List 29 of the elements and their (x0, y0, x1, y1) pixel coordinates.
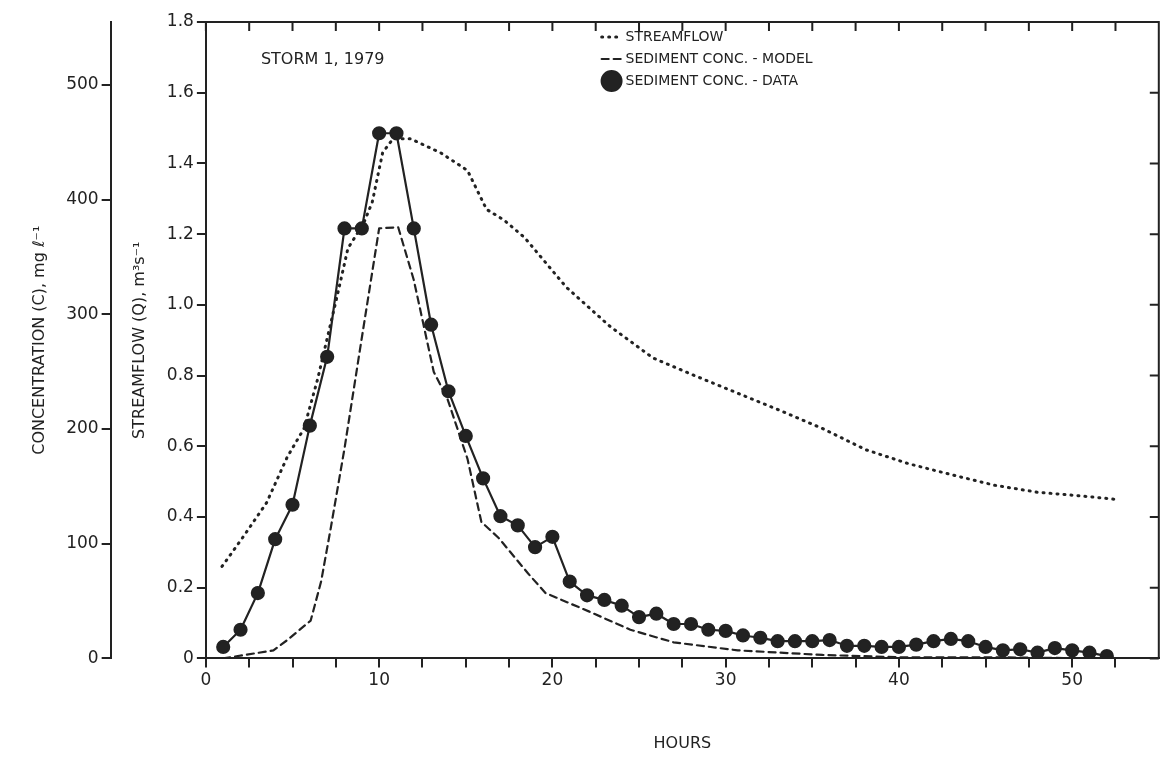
y-tick-label: 0.8 (166, 363, 194, 384)
y-tick-label: 0.4 (166, 505, 194, 526)
y2-tick-label: 0 (87, 646, 99, 667)
x-tick-label: 40 (888, 669, 910, 690)
x-axis-title: HOURS (653, 732, 712, 752)
y-tick-label: 1.4 (166, 151, 194, 172)
legend-label: SEDIMENT CONC. - MODEL (625, 49, 813, 66)
y2-tick-label: 200 (66, 417, 99, 438)
y2-tick-label: 500 (66, 73, 99, 94)
legend-label: SEDIMENT CONC. - DATA (625, 71, 799, 88)
x-tick-label: 0 (200, 669, 212, 690)
y2-tick-label: 300 (66, 302, 99, 323)
x-tick-label: 50 (1061, 669, 1083, 690)
y-tick-label: 1.8 (166, 10, 194, 31)
legend-label: STREAMFLOW (625, 27, 724, 44)
y-tick-label: 0.2 (166, 576, 194, 597)
x-tick-label: 30 (714, 669, 737, 690)
y-tick-label: 1.6 (166, 81, 194, 102)
x-tick-label: 20 (541, 669, 564, 690)
y-axis-title: STREAMFLOW (Q), m³s⁻¹ (129, 241, 149, 439)
y-tick-label: 0 (183, 646, 194, 667)
y2-tick-label: 100 (66, 532, 99, 553)
x-tick-label: 10 (368, 669, 390, 690)
y2-tick-label: 400 (66, 188, 99, 209)
y2-axis-title: CONCENTRATION (C), mg ℓ⁻¹ (28, 225, 48, 455)
y-tick-label: 1.0 (166, 293, 194, 314)
y-tick-label: 1.2 (166, 222, 194, 243)
y-tick-label: 0.6 (166, 434, 194, 455)
text: STORM 1, 1979 (260, 49, 385, 69)
